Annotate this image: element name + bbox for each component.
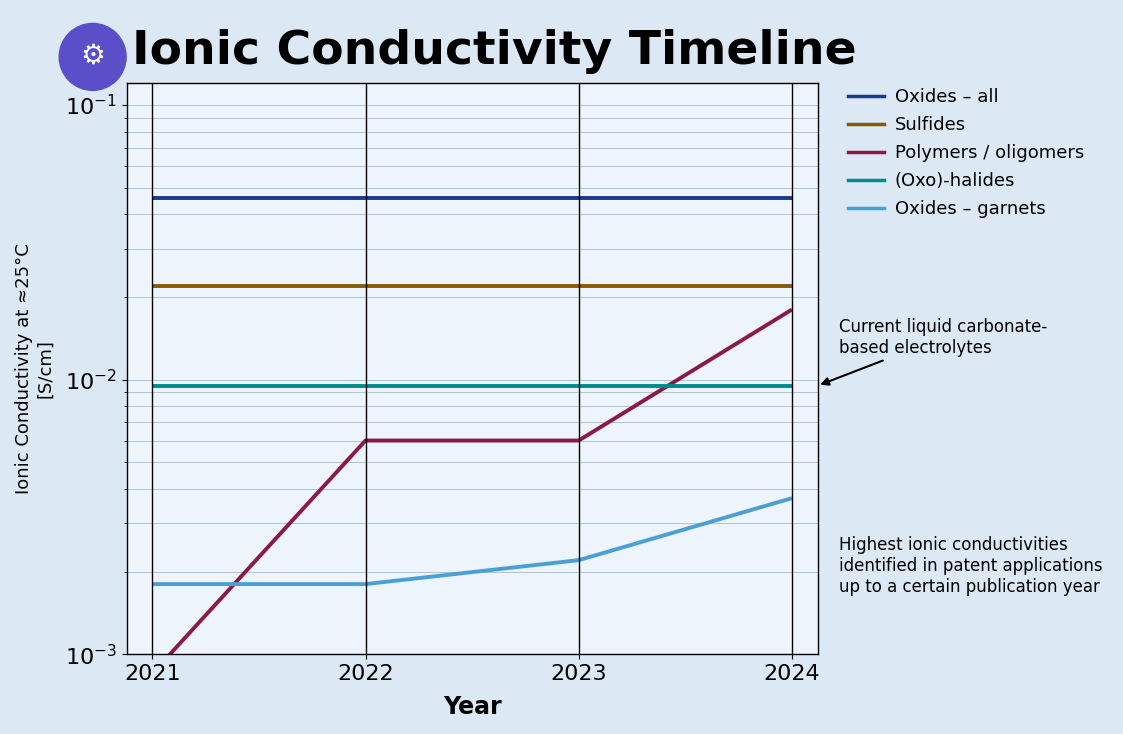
Text: Highest ionic conductivities
identified in patent applications
up to a certain p: Highest ionic conductivities identified …: [839, 536, 1103, 595]
Y-axis label: Ionic Conductivity at ≈25°C
[S/cm]: Ionic Conductivity at ≈25°C [S/cm]: [15, 244, 54, 494]
Text: Current liquid carbonate-
based electrolytes: Current liquid carbonate- based electrol…: [822, 318, 1047, 385]
X-axis label: Year: Year: [442, 695, 502, 719]
Legend: Oxides – all, Sulfides, Polymers / oligomers, (Oxo)-halides, Oxides – garnets: Oxides – all, Sulfides, Polymers / oligo…: [840, 81, 1092, 225]
Circle shape: [60, 23, 126, 90]
Text: ⚙: ⚙: [80, 42, 106, 70]
Text: Ionic Conductivity Timeline: Ionic Conductivity Timeline: [131, 29, 857, 74]
